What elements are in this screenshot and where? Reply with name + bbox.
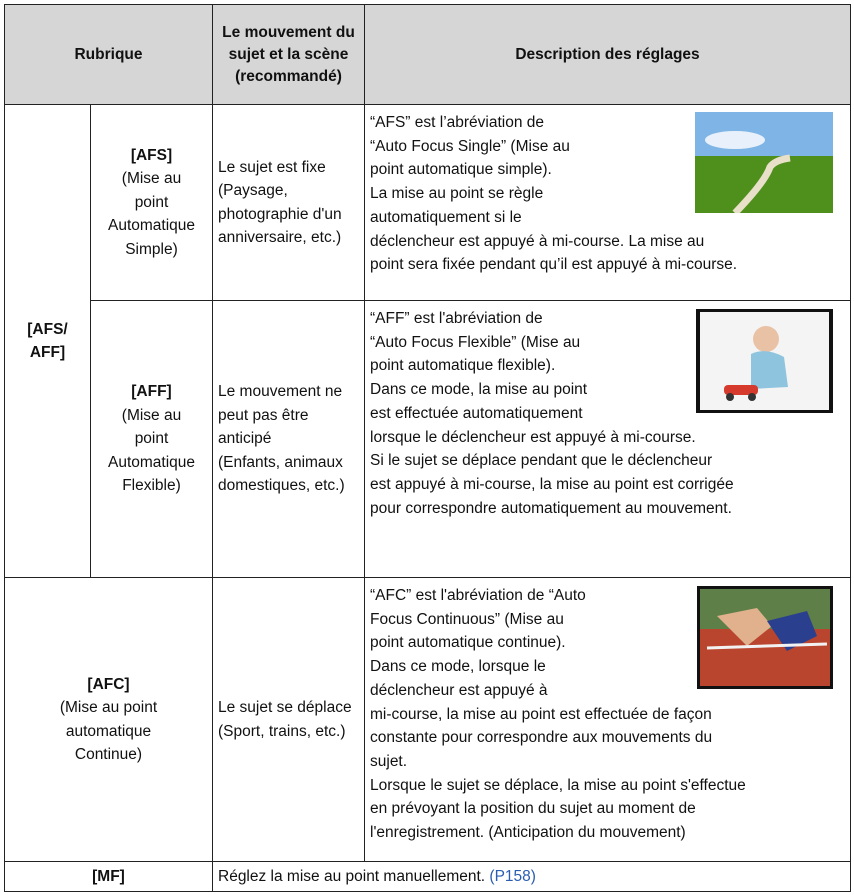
text-line: domestiques, etc.) xyxy=(218,477,345,495)
text-line: [AFS/ xyxy=(27,320,68,338)
text-line: Le sujet se déplace xyxy=(218,699,352,716)
header-text: Description des réglages xyxy=(515,45,700,63)
text-line: sujet. xyxy=(370,752,408,770)
text-line: Simple) xyxy=(125,240,178,258)
text-line: anniversaire, etc.) xyxy=(218,229,342,246)
text-line: (recommandé) xyxy=(235,67,342,85)
header-cell: Rubrique xyxy=(4,4,213,105)
text-line: déclencheur est appuyé à mi-course. La m… xyxy=(370,232,705,250)
description-cell: Réglez la mise au point manuellement. (P… xyxy=(212,861,851,892)
text-line: “AFS” est l’abréviation de xyxy=(370,114,545,131)
description-text: Réglez la mise au point manuellement. xyxy=(218,867,486,885)
text-line: La mise au point se règle xyxy=(370,185,544,203)
text-line: (Sport, trains, etc.) xyxy=(218,722,346,740)
text-line: Dans ce mode, lorsque le xyxy=(370,658,546,676)
item-code: [AFS] xyxy=(130,146,173,164)
text-line: déclencheur est appuyé à xyxy=(370,681,548,699)
text-line: (Mise au xyxy=(121,406,182,424)
group-cell: [AFS/AFF] xyxy=(4,104,91,578)
subject-cell: Le sujet est fixe (Paysage, photographie d… xyxy=(212,104,365,301)
text-line: “Auto Focus Flexible” (Mise au xyxy=(370,333,581,351)
description-line: Réglez la mise au point manuellement. (P… xyxy=(218,867,850,887)
text-line: “AFF” est l'abréviation de xyxy=(370,310,543,327)
text-line: lorsque le déclencheur est appuyé à mi-c… xyxy=(370,428,696,446)
text-line: est appuyé à mi-course, la mise au point… xyxy=(370,475,734,493)
text-line: AFF] xyxy=(29,344,66,361)
text-line: constante pour correspondre aux mouvemen… xyxy=(370,729,713,747)
item-code: [AFF] xyxy=(131,383,172,401)
header-text: Rubrique xyxy=(74,45,143,63)
text-line: sujet et la scène xyxy=(228,45,349,63)
text-line: automatique xyxy=(65,722,152,740)
landscape-photo xyxy=(695,112,833,213)
text-line: Automatique xyxy=(107,453,196,471)
text-line: Continue) xyxy=(74,746,143,763)
text-line: “AFC” est l'abréviation de “Auto xyxy=(370,587,586,604)
item-code: [AFC] xyxy=(87,675,130,693)
baby-photo xyxy=(696,309,833,413)
text-line: Focus Continuous” (Mise au xyxy=(370,610,564,628)
text-line: Dans ce mode, la mise au point xyxy=(370,381,588,399)
text-line: point automatique simple). xyxy=(370,161,552,179)
text-line: Lorsque le sujet se déplace, la mise au … xyxy=(370,776,746,794)
text-line: Automatique xyxy=(107,217,196,235)
text-line: Le mouvement du xyxy=(222,23,355,41)
text-line: automatiquement si le xyxy=(370,208,522,226)
text-line: point xyxy=(134,430,169,448)
subject-cell: Le mouvement ne peut pas être anticipé (Enf… xyxy=(212,300,365,578)
text-line: Flexible) xyxy=(122,477,181,495)
item-text: (Mise au point automatique Continue) xyxy=(60,696,157,767)
text-line: point xyxy=(134,193,169,211)
text-line: mi-course, la mise au point est effectué… xyxy=(370,705,712,723)
text-line: pour correspondre automatiquement au mou… xyxy=(370,499,732,517)
text-line: point automatique flexible). xyxy=(370,357,556,375)
text-line: (Paysage, xyxy=(218,182,288,199)
text-line: anticipé xyxy=(218,430,272,448)
header-cell: Le mouvement du sujet et la scène (recomma… xyxy=(212,4,365,105)
text-line: est effectuée automatiquement xyxy=(370,404,583,422)
text-line: (Enfants, animaux xyxy=(218,453,343,471)
text-line: peut pas être xyxy=(218,406,309,424)
item-cell: [AFC] (Mise au point automatique Continue) xyxy=(4,577,213,862)
text-line: point automatique continue). xyxy=(370,634,566,652)
text-line: Le mouvement ne xyxy=(218,383,343,401)
text-line: (Mise au point xyxy=(59,699,158,716)
text-line: photographie d'un xyxy=(218,205,342,223)
text-line: Le sujet est fixe xyxy=(218,158,326,176)
text-line: Si le sujet se déplace pendant que le dé… xyxy=(370,452,713,470)
item-code: [MF] xyxy=(92,867,125,885)
hurdles-photo xyxy=(697,586,833,689)
text-line: “Auto Focus Single” (Mise au xyxy=(370,137,570,155)
text-line: point sera fixée pendant qu’il est appuy… xyxy=(370,256,738,274)
header-cell: Description des réglages xyxy=(364,4,851,105)
text-line: en prévoyant la position du sujet au mom… xyxy=(370,800,696,818)
page-link[interactable]: (P158) xyxy=(489,867,536,885)
text-line: (Mise au xyxy=(121,170,182,188)
item-text: (Mise au point Automatique Simple) xyxy=(108,167,195,261)
description-cell: “AFS” est l’abréviation de “Auto Focus Si… xyxy=(364,104,851,301)
item-text: (Mise au point Automatique Flexible) xyxy=(108,404,195,498)
item-cell: [MF] xyxy=(4,861,213,892)
subject-cell: Le sujet se déplace (Sport, trains, etc.) xyxy=(212,577,365,862)
text-line: l'enregistrement. (Anticipation du mouve… xyxy=(370,824,686,842)
item-cell: [AFF] (Mise au point Automatique Flexible) xyxy=(90,300,213,578)
item-cell: [AFS] (Mise au point Automatique Simple) xyxy=(90,104,213,301)
